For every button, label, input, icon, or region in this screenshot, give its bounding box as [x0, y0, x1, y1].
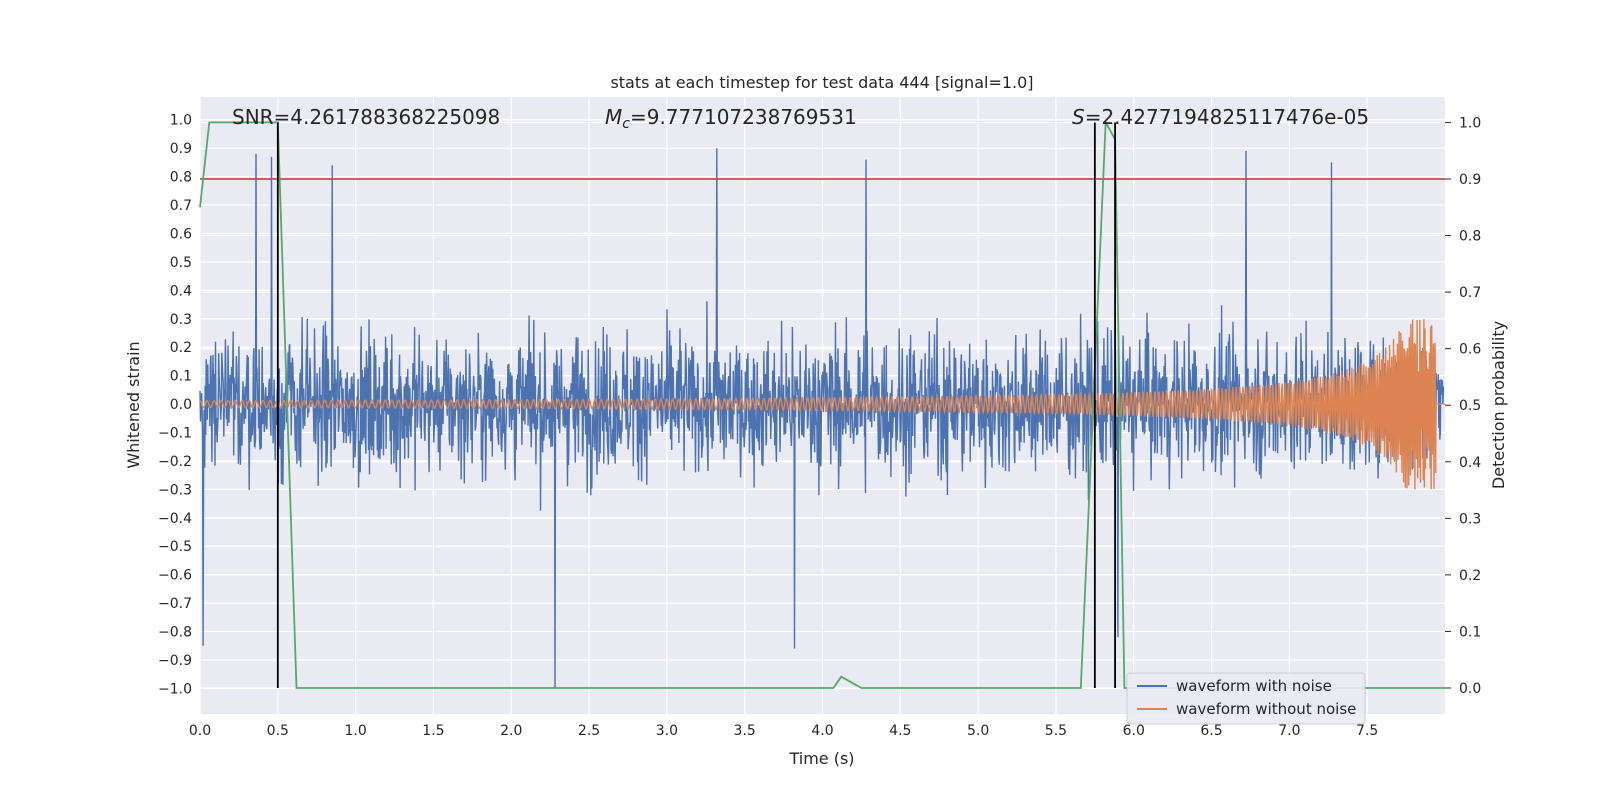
y2-tick-label: 0.5 [1459, 398, 1481, 414]
legend-box [1126, 672, 1366, 725]
y-tick-label: 0.0 [170, 397, 192, 413]
legend-label-noise: waveform with noise [1176, 677, 1332, 695]
y2-axis-label: Detection probability [1489, 321, 1508, 489]
y-tick-label: 0.2 [170, 340, 192, 356]
x-tick-label: 0.0 [189, 723, 211, 739]
legend-label-clean: waveform without noise [1176, 700, 1356, 718]
x-tick-label: 4.0 [811, 723, 833, 739]
x-tick-label: 4.5 [889, 723, 911, 739]
mc-value: =9.777107238769531 [630, 105, 857, 129]
series-layer [199, 119, 1445, 689]
ticks: 0.0 0.5 1.0 1.5 2.0 2.5 3.0 3.5 4.0 4.5 5.0 5.5 6.0 6… [158, 113, 1481, 739]
y-tick-label: −0.1 [158, 426, 192, 442]
y-tick-label: 1.0 [170, 113, 192, 129]
y-axis-label: Whitened strain [124, 341, 143, 468]
y-tick-label: −0.7 [158, 596, 192, 612]
y2-tick-label: 1.0 [1459, 115, 1481, 131]
x-tick-label: 7.5 [1356, 723, 1378, 739]
chart-title: stats at each timestep for test data 444… [610, 73, 1033, 92]
x-tick-label: 6.5 [1200, 723, 1222, 739]
y-tick-label: 0.9 [170, 141, 192, 157]
x-tick-label: 5.5 [1045, 723, 1067, 739]
x-axis-label: Time (s) [788, 749, 854, 768]
y2-tick-label: 0.0 [1459, 681, 1481, 697]
x-tick-label: 6.0 [1123, 723, 1145, 739]
y2-tick-label: 0.7 [1459, 285, 1481, 301]
series-waveform-without-noise [199, 319, 1445, 490]
y-tick-label: 0.4 [170, 283, 192, 299]
y2-tick-label: 0.9 [1459, 172, 1481, 188]
y-tick-label: −0.4 [158, 511, 192, 527]
y2-tick-label: 0.2 [1459, 568, 1481, 584]
y-tick-label: 0.3 [170, 312, 192, 328]
snr-annotation: SNR=4.261788368225098 [232, 105, 500, 129]
x-tick-label: 0.5 [267, 723, 289, 739]
y-tick-label: −0.3 [158, 482, 192, 498]
x-tick-label: 3.5 [734, 723, 756, 739]
s-annotation: S=2.4277194825117476e-05 [1072, 105, 1369, 129]
y2-tick-label: 0.6 [1459, 342, 1481, 358]
y-tick-label: −0.8 [158, 625, 192, 641]
mc-annotation: Mc=9.777107238769531 [605, 105, 857, 132]
y-tick-label: −0.5 [158, 539, 192, 555]
x-tick-label: 1.0 [344, 723, 366, 739]
mc-symbol: M [605, 105, 622, 129]
x-tick-label: 2.0 [500, 723, 522, 739]
x-tick-label: 5.0 [967, 723, 989, 739]
x-tick-label: 3.0 [656, 723, 678, 739]
y-tick-label: −1.0 [158, 681, 192, 697]
x-tick-label: 1.5 [422, 723, 444, 739]
y-tick-label: −0.6 [158, 568, 192, 584]
x-tick-label: 7.0 [1278, 723, 1300, 739]
y2-tick-label: 0.1 [1459, 624, 1481, 640]
y2-tick-label: 0.3 [1459, 511, 1481, 527]
y2-tick-label: 0.8 [1459, 229, 1481, 245]
y-tick-label: −0.2 [158, 454, 192, 470]
s-symbol: S [1072, 105, 1085, 129]
s-value: =2.4277194825117476e-05 [1085, 105, 1369, 129]
y-tick-label: −0.9 [158, 653, 192, 669]
x-tick-label: 2.5 [578, 723, 600, 739]
y-tick-label: 0.5 [170, 255, 192, 271]
y-tick-label: 0.7 [170, 198, 192, 214]
y-tick-label: 0.1 [170, 369, 192, 385]
y-tick-label: 0.6 [170, 226, 192, 242]
y-tick-label: 0.8 [170, 170, 192, 186]
legend: waveform with noise waveform without noi… [1126, 672, 1366, 725]
y2-tick-label: 0.4 [1459, 455, 1481, 471]
mc-subscript: c [622, 116, 630, 132]
